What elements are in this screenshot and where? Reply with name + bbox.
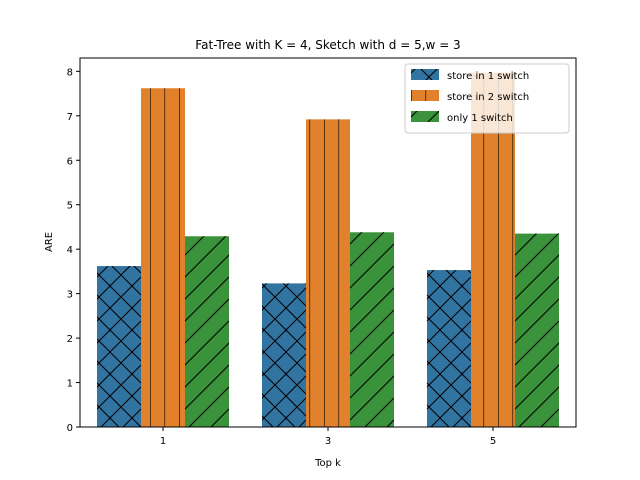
bar-hatch (515, 233, 559, 427)
legend-label: store in 1 switch (447, 71, 529, 82)
legend-frame (404, 63, 570, 134)
x-axis-label: Top k (314, 458, 341, 469)
y-tick-label: 6 (67, 156, 73, 167)
bars-group (97, 72, 559, 427)
x-tick-label: 1 (160, 436, 166, 447)
bar-hatch (427, 270, 471, 427)
y-tick-label: 8 (67, 67, 73, 78)
y-axis-label: ARE (44, 232, 55, 252)
y-tick-label: 0 (67, 423, 73, 434)
y-tick-label: 1 (67, 379, 73, 390)
y-tick-label: 7 (67, 112, 73, 123)
chart-title: Fat-Tree with K = 4, Sketch with d = 5,w… (195, 38, 460, 52)
bar-hatch (97, 266, 141, 427)
legend-swatch-hatch (411, 90, 439, 101)
y-tick-label: 4 (67, 245, 73, 256)
legend-swatch-hatch (411, 69, 439, 80)
x-axis: 1 3 5 (160, 427, 496, 447)
x-tick-label: 5 (490, 436, 496, 447)
y-tick-label: 2 (67, 334, 73, 345)
y-axis: 0 1 2 3 4 5 6 7 8 (67, 67, 80, 434)
bar-hatch (262, 283, 306, 427)
legend-label: store in 2 switch (447, 92, 529, 103)
y-tick-label: 5 (67, 201, 73, 212)
bar-hatch (185, 236, 229, 427)
y-tick-label: 3 (67, 290, 73, 301)
bar-hatch (306, 119, 350, 427)
x-tick-label: 3 (325, 436, 331, 447)
legend-swatch-hatch (411, 111, 439, 122)
legend: store in 1 switch store in 2 switch only 1… (404, 63, 570, 134)
bar-hatch (141, 88, 185, 427)
bar-hatch (350, 232, 394, 427)
legend-label: only 1 switch (447, 113, 513, 124)
